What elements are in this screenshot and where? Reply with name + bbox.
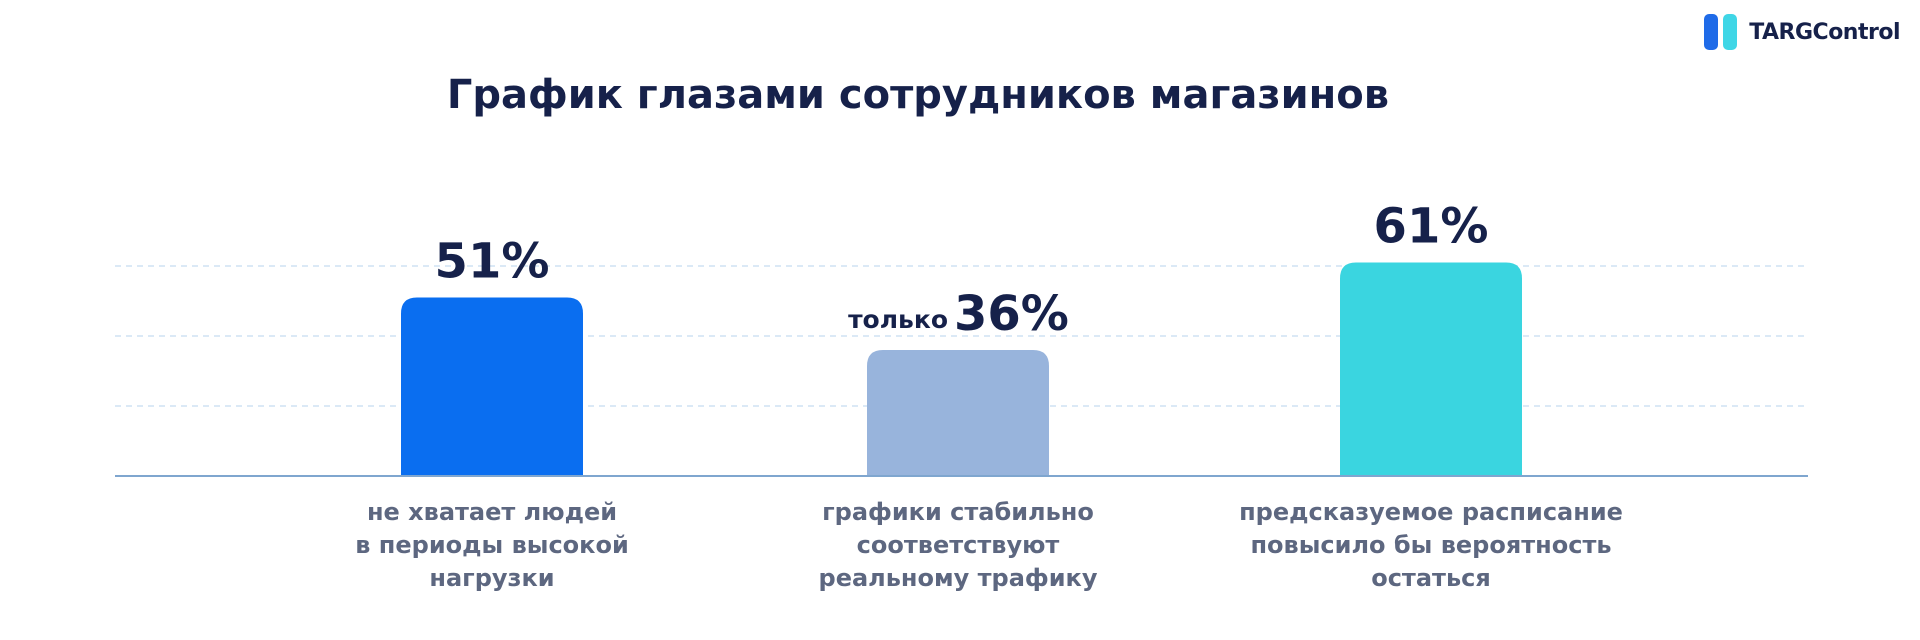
category-label-line: остаться (1371, 564, 1491, 592)
category-label-line: повысило бы вероятность (1250, 531, 1611, 559)
brand-name: TARGControl (1749, 19, 1900, 45)
category-label-line: нагрузки (429, 564, 554, 592)
category-label-line: соответствуют (857, 531, 1060, 559)
bar-value-prefix: только (848, 305, 948, 334)
category-label: не хватает людей в периоды высокой нагрузк… (355, 498, 629, 592)
bar-value-label: 51% (435, 234, 550, 290)
bar (867, 350, 1049, 476)
bar (401, 297, 583, 476)
category-label-line: реальному трафику (819, 564, 1098, 592)
brand-logo-icon (1704, 14, 1738, 50)
page-title-text: График глазами сотрудников магазинов (446, 72, 1390, 118)
bar (1340, 262, 1522, 476)
brand-logo: TARGControl (1704, 14, 1900, 50)
category-label: предсказуемое расписание повысило бы веро… (1239, 498, 1623, 592)
category-label-line: графики стабильно (822, 498, 1094, 526)
bar-value-label: 61% (1374, 199, 1489, 255)
category-label-line: предсказуемое расписание (1239, 498, 1623, 526)
category-label-line: в периоды высокой (355, 531, 629, 559)
category-label-line: не хватает людей (367, 498, 617, 526)
category-label: графики стабильно соответствуют реальному … (819, 498, 1098, 592)
page-title: График глазами сотрудников магазинов (0, 72, 1920, 118)
bar-value-label: 36% (954, 286, 1069, 342)
